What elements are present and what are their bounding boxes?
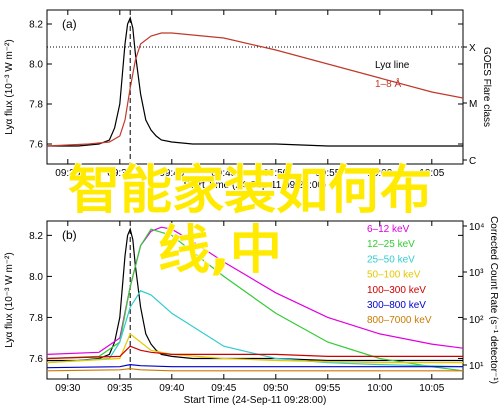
y-tick-label: 7.6 [29, 354, 43, 365]
series-line-4 [47, 332, 463, 364]
legend-entry: 300–800 keV [367, 300, 426, 311]
panel-b: 7.6 7.8 8.0 8.2 09:30 09:35 09:40 09:45 09:50 09:… [4, 216, 499, 406]
x-tick-label: 09:50 [263, 383, 288, 394]
legend-entry: 50–100 keV [367, 270, 421, 281]
y2-tick-label: 10⁴ [469, 222, 484, 233]
x-tick-label: 09:55 [315, 383, 340, 394]
legend-entry: 1–8 Å [375, 77, 401, 90]
series-line-7 [47, 368, 463, 372]
y2-axis-label: GOES Flare class [481, 47, 492, 127]
class-tick-label: C [469, 156, 476, 167]
series-line-1 [47, 32, 463, 147]
overlay-text-line1: 智能家装如何布 [68, 161, 432, 221]
y2-tick-label: 10³ [469, 268, 484, 279]
legend-entry: 6–12 keV [367, 224, 410, 235]
class-tick-label: M [469, 99, 477, 110]
legend-entry: 800–7000 keV [367, 315, 432, 326]
y-tick-label: 7.6 [29, 140, 43, 151]
y-tick-label: 8.0 [29, 272, 43, 283]
x-tick-label: 10:05 [419, 383, 444, 394]
x-tick-label: 09:45 [211, 168, 236, 179]
legend-entry: Lyα line [375, 60, 410, 71]
y-tick-label: 7.8 [29, 313, 43, 324]
legend-entry: 100–300 keV [367, 285, 426, 296]
overlay-text-line2: 线,中 [158, 221, 282, 281]
panel-label: (a) [62, 17, 77, 31]
x-tick-label: 09:40 [159, 383, 184, 394]
x-tick-label: 09:50 [263, 168, 288, 179]
y-tick-label: 8.0 [29, 60, 43, 71]
y-tick-label: 8.2 [29, 231, 43, 242]
y2-tick-label: 10² [469, 315, 484, 326]
series-line-0 [47, 16, 463, 147]
x-tick-label: 09:40 [159, 168, 184, 179]
series-line-6 [47, 363, 463, 369]
y2-tick-label: 10¹ [469, 361, 484, 372]
x-tick-label: 09:35 [107, 168, 132, 179]
series-line-3 [47, 290, 463, 368]
class-tick-label: X [469, 43, 476, 54]
legend-entry: 25–50 keV [367, 254, 415, 265]
x-tick-label: 09:55 [315, 168, 340, 179]
y-tick-label: 8.2 [29, 20, 43, 31]
y-axis-label: Lyα flux (10⁻³ W m⁻²) [4, 252, 15, 347]
x-tick-label: 09:30 [55, 383, 80, 394]
x-tick-label: 10:00 [367, 168, 392, 179]
x-tick-label: 10:00 [367, 383, 392, 394]
y-tick-label: 7.8 [29, 100, 43, 111]
legend-entry: 12–25 keV [367, 239, 415, 250]
x-tick-label: 09:45 [211, 383, 236, 394]
series-line-5 [47, 345, 463, 360]
x-axis-label: Start Time (24-Sep-11 09:28:00) [184, 395, 327, 406]
panel-label: (b) [62, 228, 77, 242]
panel-a: 7.6 7.8 8.0 8.2 09:30 09:35 09:40 09:45 09:50 09:… [4, 9, 492, 191]
y-axis-label: Lyα flux (10⁻³ W m⁻²) [4, 39, 15, 134]
x-tick-label: 09:35 [107, 383, 132, 394]
x-tick-label: 10:05 [419, 168, 444, 179]
y2-axis-label: Corrected Count Rate (s⁻¹ detector⁻¹) [488, 216, 499, 384]
x-axis-label: Start Time (24-Sep-11 09:28:00) [184, 180, 327, 191]
x-tick-label: 09:30 [55, 168, 80, 179]
plot-frame [46, 220, 464, 380]
